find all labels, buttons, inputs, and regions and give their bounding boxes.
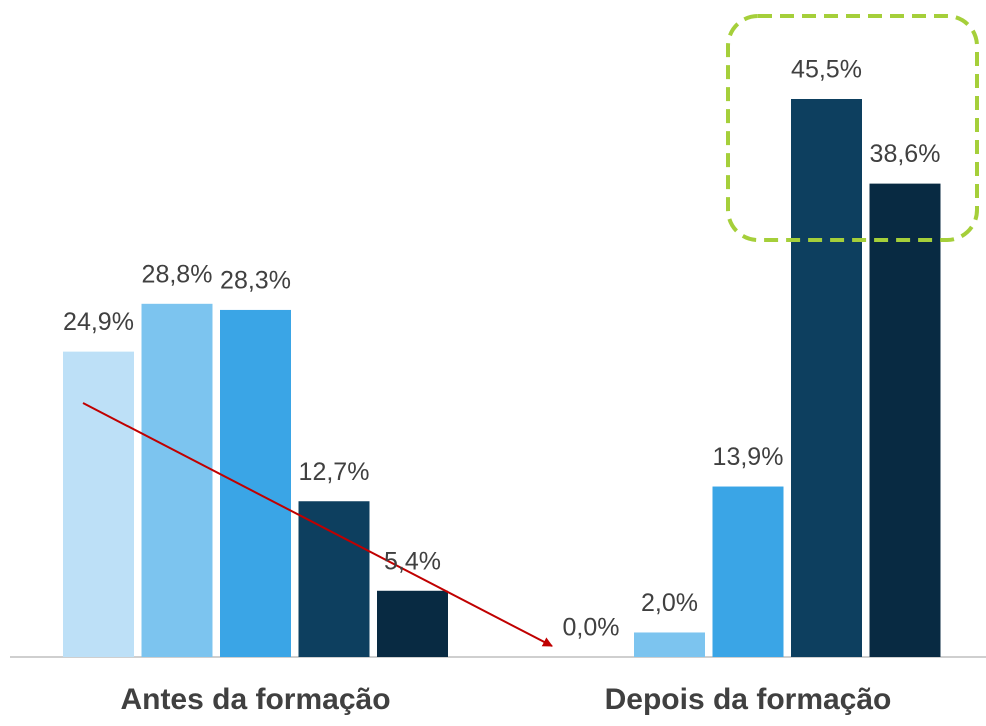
bars <box>63 99 941 657</box>
value-label: 5,4% <box>384 547 441 575</box>
bar <box>141 303 213 657</box>
bar <box>377 590 448 657</box>
bar <box>298 501 370 657</box>
value-label: 28,8% <box>142 260 213 288</box>
value-label: 13,9% <box>713 443 784 471</box>
bar <box>869 183 941 657</box>
bar <box>220 309 291 657</box>
value-label: 0,0% <box>563 614 620 642</box>
value-label: 2,0% <box>641 589 698 617</box>
bar <box>791 99 862 657</box>
bar <box>712 486 784 657</box>
value-label: 24,9% <box>63 308 134 336</box>
value-label: 45,5% <box>791 56 862 84</box>
highlight-box <box>726 14 979 242</box>
category-label: Antes da formação <box>120 683 390 716</box>
bar <box>63 351 134 657</box>
value-label: 12,7% <box>299 458 370 486</box>
trend-arrow <box>82 402 553 647</box>
category-label: Depois da formação <box>605 683 892 716</box>
bar <box>634 632 705 657</box>
value-label: 28,3% <box>220 267 291 295</box>
value-label: 38,6% <box>870 140 941 168</box>
